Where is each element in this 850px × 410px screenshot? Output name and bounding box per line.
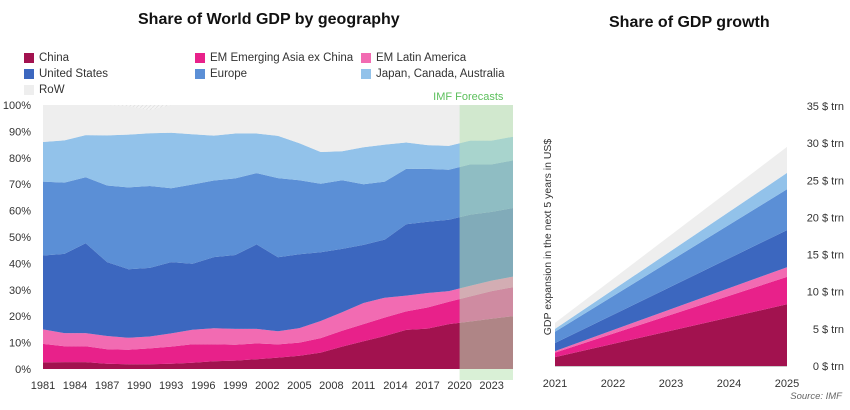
area-china — [555, 304, 787, 366]
x-tick-label: 2017 — [415, 380, 439, 392]
legend-swatch — [195, 69, 205, 79]
y-axis-label: GDP expansion in the next 5 years in US$ — [542, 139, 554, 336]
source-note: Source: IMF — [790, 391, 842, 402]
x-tick-label: 1987 — [95, 380, 119, 392]
legend-label: Japan, Canada, Australia — [376, 68, 505, 80]
area-row — [43, 105, 513, 152]
legend-swatch — [24, 85, 34, 95]
x-tick-label: 2022 — [601, 378, 625, 390]
legend-item-em-latam: EM Latin America — [361, 52, 466, 64]
area-em-emerging-asia-ex-china — [43, 287, 513, 365]
y-tick-label: 80% — [9, 153, 31, 165]
right-chart-title: Share of GDP growth — [609, 14, 770, 31]
legend-swatch — [361, 53, 371, 63]
x-tick-label: 2021 — [543, 378, 567, 390]
area-europe — [43, 160, 513, 270]
y-tick-label: 20 $ trn — [807, 212, 844, 224]
legend-label: EM Latin America — [376, 52, 467, 64]
y-tick-label: 70% — [9, 179, 31, 191]
x-tick-label: 1990 — [127, 380, 151, 392]
legend-label: RoW — [39, 84, 65, 96]
legend-swatch — [24, 53, 34, 63]
y-tick-label: 60% — [9, 206, 31, 218]
y-tick-label: 25 $ trn — [807, 175, 844, 187]
x-tick-label: 2011 — [352, 380, 376, 392]
legend-item-row: RoW — [24, 84, 65, 96]
legend-item-europe: Europe — [195, 68, 247, 80]
legend-label: United States — [39, 68, 109, 80]
x-tick-label: 2014 — [383, 380, 407, 392]
legend-swatch — [361, 69, 371, 79]
x-tick-label: 2002 — [255, 380, 279, 392]
x-tick-label: 2025 — [775, 378, 799, 390]
x-tick-label: 1999 — [223, 380, 247, 392]
legend-label: EM Emerging Asia ex China — [210, 52, 354, 64]
x-tick-label: 1993 — [159, 380, 183, 392]
x-tick-label: 2008 — [319, 380, 343, 392]
y-tick-label: 10% — [9, 338, 31, 350]
area-row — [555, 146, 787, 329]
area-united-states — [555, 230, 787, 352]
y-tick-label: 0% — [15, 364, 31, 376]
forecast-band — [459, 105, 513, 380]
y-tick-label: 35 $ trn — [807, 101, 844, 113]
legend-item-japan-canada-australia: Japan, Canada, Australia — [361, 68, 505, 80]
area-em-latin-america — [555, 267, 787, 353]
y-tick-label: 20% — [9, 311, 31, 323]
y-tick-label: 30% — [9, 285, 31, 297]
area-europe — [555, 189, 787, 343]
legend-label: China — [39, 52, 70, 64]
y-tick-label: 40% — [9, 258, 31, 270]
y-tick-label: 90% — [9, 126, 31, 138]
y-tick-label: 10 $ trn — [807, 287, 844, 299]
legend-swatch — [195, 53, 205, 63]
y-tick-label: 100% — [3, 100, 31, 112]
legend-item-em-asia: EM Emerging Asia ex China — [195, 52, 353, 64]
area-em-emerging-asia-ex-china — [555, 276, 787, 358]
x-tick-label: 1996 — [191, 380, 215, 392]
legend-item-us: United States — [24, 68, 108, 80]
area-china — [43, 316, 513, 369]
y-tick-label: 50% — [9, 232, 31, 244]
legend-swatch — [24, 69, 34, 79]
y-tick-label: 15 $ trn — [807, 250, 844, 262]
legend-label: Europe — [210, 68, 248, 80]
x-tick-label: 2023 — [659, 378, 683, 390]
x-tick-label: 2024 — [717, 378, 741, 390]
x-tick-label: 1984 — [63, 380, 87, 392]
forecast-label: IMF Forecasts — [433, 91, 504, 103]
x-tick-label: 1981 — [31, 380, 55, 392]
y-tick-label: 30 $ trn — [807, 138, 844, 150]
area-united-states — [43, 208, 513, 338]
y-tick-label: 5 $ trn — [813, 324, 844, 336]
area-japan-canada-australia — [555, 172, 787, 332]
legend-item-china: China — [24, 52, 69, 64]
x-tick-label: 2023 — [479, 380, 503, 392]
area-em-latin-america — [43, 276, 513, 350]
y-tick-label: 0 $ trn — [813, 361, 844, 373]
x-tick-label: 2005 — [287, 380, 311, 392]
area-japan-canada-australia — [43, 132, 513, 189]
x-tick-label: 2020 — [447, 380, 471, 392]
left-chart-title: Share of World GDP by geography — [138, 11, 400, 28]
